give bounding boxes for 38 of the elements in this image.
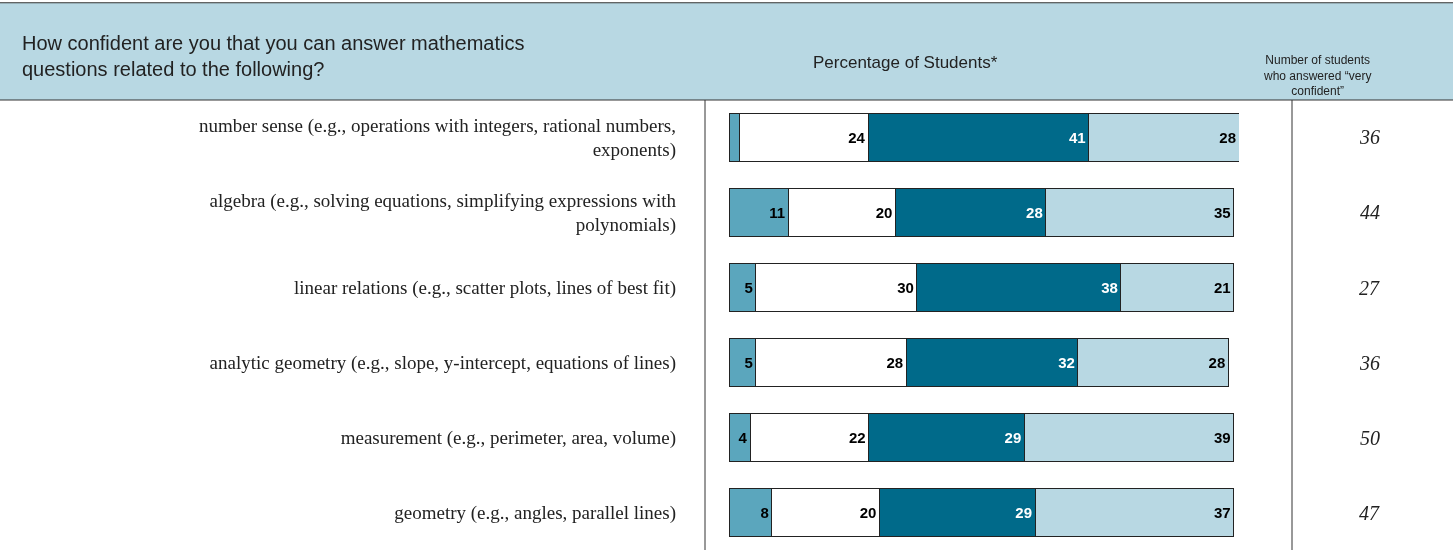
data-label: 21 (1213, 279, 1231, 297)
data-label: 24 (848, 129, 866, 147)
text: Number of students who answered “very confident” (1263, 53, 1372, 99)
y-tick-label: number sense (e.g., operations with integers, rational numbers, exponents) (199, 114, 676, 162)
data-label: 28 (1219, 129, 1236, 147)
text: 47 (1359, 502, 1380, 524)
data-label: 22 (848, 429, 866, 447)
data-label: 4 (738, 429, 748, 447)
text: 36 (1359, 352, 1380, 374)
text: 36 (1359, 126, 1380, 148)
data-label: 35 (1213, 204, 1231, 222)
data-label: 20 (875, 204, 893, 222)
y-tick-label: analytic geometry (e.g., slope, y-intercept, equations of lines) (209, 352, 676, 375)
text: 50 (1360, 427, 1380, 449)
data-label: 28 (886, 354, 904, 372)
text: How confident are you that you can answer mathematics questions related to the following? (22, 32, 525, 80)
y-tick-label: measurement (e.g., perimeter, area, volume) (340, 427, 676, 450)
text: 27 (1359, 277, 1380, 299)
data-label: 29 (1015, 503, 1032, 521)
x-axis-title: Percentage of Students* (813, 53, 998, 72)
data-label: 39 (1213, 429, 1231, 447)
data-label: 11 (769, 204, 786, 222)
data-label: 5 (744, 279, 753, 297)
data-label: 8 (760, 503, 769, 521)
y-tick-label: algebra (e.g., solving equations, simplifying expressions with polynomials) (209, 189, 677, 237)
data-label: 28 (1208, 354, 1226, 372)
data-label: 5 (744, 354, 753, 372)
data-label: 37 (1213, 503, 1231, 521)
data-label: 29 (1004, 429, 1022, 447)
data-label: 32 (1058, 354, 1075, 372)
data-label: 38 (1101, 279, 1118, 297)
y-tick-label: geometry (e.g., angles, parallel lines) (394, 502, 676, 525)
text: 44 (1360, 201, 1380, 223)
data-label: 41 (1068, 129, 1086, 147)
data-label: 28 (1026, 204, 1043, 222)
data-label: 20 (859, 503, 877, 521)
data-label: 30 (897, 279, 914, 297)
y-tick-label: linear relations (e.g., scatter plots, lines of best fit) (294, 277, 676, 300)
